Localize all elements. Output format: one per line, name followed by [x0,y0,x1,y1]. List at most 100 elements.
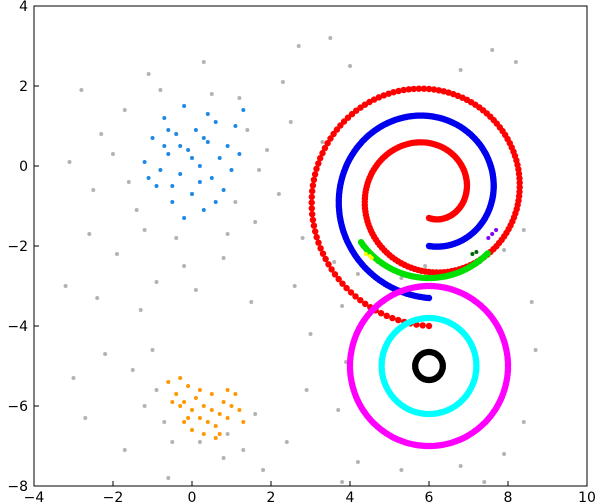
scatter-point [158,168,163,172]
scatter-point [309,187,316,195]
scatter-point [91,188,96,192]
scatter-point [166,380,171,384]
scatter-point [178,404,183,408]
scatter-point [325,261,332,268]
scatter-point [430,86,438,93]
scatter-point [170,400,175,404]
scatter-point [142,404,147,408]
scatter-point [482,480,487,484]
scatter-point [312,228,319,235]
scatter-point [333,126,341,133]
scatter-point [71,376,76,380]
scatter-point [197,388,202,392]
scatter-point [67,160,72,164]
scatter-point [415,85,423,92]
scatter-point [170,184,175,188]
scatter-point [190,428,194,432]
scatter-point [154,280,159,284]
scatter-point [150,348,155,352]
scatter-point [400,86,407,94]
scatter-point [201,208,206,212]
scatter-point [375,94,383,101]
scatter-point [265,148,270,152]
scatter-point [126,180,131,184]
scatter-point [225,232,230,236]
scatter-point [197,416,202,420]
scatter-point [529,300,534,304]
scatter-point [95,296,100,300]
scatter-point [241,420,246,424]
scatter-point [237,408,242,412]
scatter-point [213,436,218,440]
scatter-point [331,271,339,278]
scatter-point [205,112,210,116]
scatter-point [473,365,480,372]
scatter-point [502,452,507,456]
scatter-point [225,388,230,392]
scatter-point [205,420,210,424]
scatter-point [190,192,194,196]
scatter-point [348,64,352,68]
scatter-point [405,86,412,93]
scatter-point [336,408,341,412]
scatter-point [340,304,345,308]
scatter-point [221,456,226,460]
scatter-point [521,228,526,232]
scatter-point [178,376,183,380]
scatter-point [357,297,364,304]
scatter-point [410,85,417,93]
y-tick-label: 4 [19,0,28,15]
scatter-point [395,316,402,324]
scatter-point [399,276,404,280]
scatter-point [99,132,104,136]
scatter-point [328,36,333,40]
scatter-point [79,88,84,92]
scatter-point [288,120,293,124]
scatter-point [170,440,175,444]
scatter-point [313,165,320,172]
scatter-point [474,250,479,254]
scatter-point [317,155,324,162]
scatter-point [309,182,317,189]
scatter-point [521,420,526,424]
scatter-point [134,208,139,212]
y-tick-label: −2 [7,239,28,255]
scatter-point [296,44,301,48]
scatter-point [425,85,433,93]
scatter-point [504,365,512,372]
scatter-point [221,188,226,192]
scatter-point [439,365,446,372]
scatter-point [162,144,167,148]
scatter-point [355,460,360,464]
scatter-point [201,404,206,408]
scatter-point [174,132,179,136]
x-tick-label: 0 [188,490,197,503]
scatter-point [193,288,198,292]
scatter-point [309,211,316,218]
scatter-point [237,96,242,100]
scatter-point [533,348,538,352]
scatter-point [423,264,428,268]
scatter-point [362,300,369,307]
scatter-point [319,250,327,257]
plot-area [63,36,538,484]
scatter-point [193,128,198,132]
scatter-point [229,168,234,172]
scatter-point [197,440,202,444]
scatter-point [166,152,171,156]
x-tick-label: 2 [267,490,276,503]
scatter-point [335,275,342,283]
scatter-point [276,192,281,196]
scatter-point [513,60,518,64]
scatter-point [486,236,491,240]
scatter-point [257,168,262,172]
scatter-point [162,116,167,120]
scatter-point [197,164,202,168]
scatter-point [233,200,238,204]
x-tick-label: 8 [504,490,513,503]
scatter-point [309,216,317,224]
scatter-point [182,420,187,424]
scatter-point [516,184,523,191]
scatter-point [225,416,230,420]
scatter-point [458,68,463,72]
